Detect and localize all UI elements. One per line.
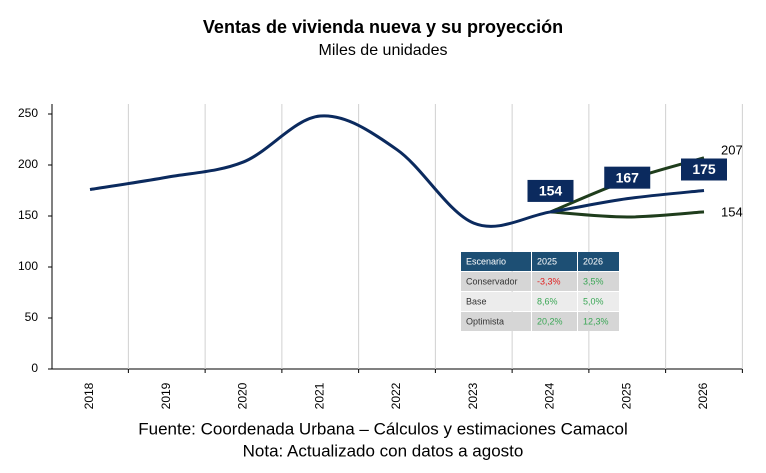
table-cell [578,272,619,291]
x-tick-label: 2022 [389,382,403,409]
series-line [89,114,705,228]
y-tick-label: 0 [31,361,38,375]
x-tick-label: 2018 [82,382,96,409]
value-label: 167 [616,169,640,185]
table-header-cell [461,252,531,271]
table-header-cell [532,252,577,271]
y-tick-label: 200 [18,157,38,171]
table-text: 8,6% [537,296,558,306]
chart-title: Ventas de vivienda nueva y su proyección [203,17,563,37]
x-tick-label: 2023 [466,382,480,409]
x-tick-label: 2019 [159,382,173,409]
end-label: 207 [721,142,743,157]
table-cell [532,292,577,311]
table-text: 5,0% [583,296,604,306]
source: Fuente: Coordenada Urbana – Cálculos y e… [138,419,627,438]
end-label: 154 [721,204,743,219]
chart-subtitle: Miles de unidades [319,42,448,59]
table-cell [578,312,619,331]
value-label-box [604,166,651,189]
table-cell [578,292,619,311]
table-text: 3,5% [583,276,604,286]
series-line [550,210,705,219]
table-header: 2026 [583,256,603,266]
value-label: 154 [539,183,563,199]
table-cell [461,272,531,291]
table-text: Base [466,296,487,306]
table-cell [532,272,577,291]
table-header-cell [578,252,619,271]
table-text: 12,3% [583,316,609,326]
table-text: Optimista [466,316,504,326]
value-label-box [527,179,574,202]
table-header: Escenario [466,256,506,266]
value-label: 175 [692,161,716,177]
table-cell [461,312,531,331]
table-header: 2025 [537,256,557,266]
x-tick-label: 2025 [619,382,633,409]
table-text: Conservador [466,276,518,286]
value-label-box [681,158,727,181]
note: Nota: Actualizado con datos a agosto [243,441,524,460]
table-cell [461,292,531,311]
table-text: 20,2% [537,316,563,326]
y-tick-label: 50 [25,310,39,324]
y-tick-label: 250 [18,106,38,120]
table-cell [532,312,577,331]
x-tick-label: 2024 [543,382,557,409]
x-tick-label: 2026 [696,382,710,409]
y-tick-label: 150 [18,208,38,222]
x-tick-label: 2020 [236,382,250,409]
y-tick-label: 100 [18,259,38,273]
x-tick-label: 2021 [312,382,326,409]
table-text: -3,3% [537,276,561,286]
